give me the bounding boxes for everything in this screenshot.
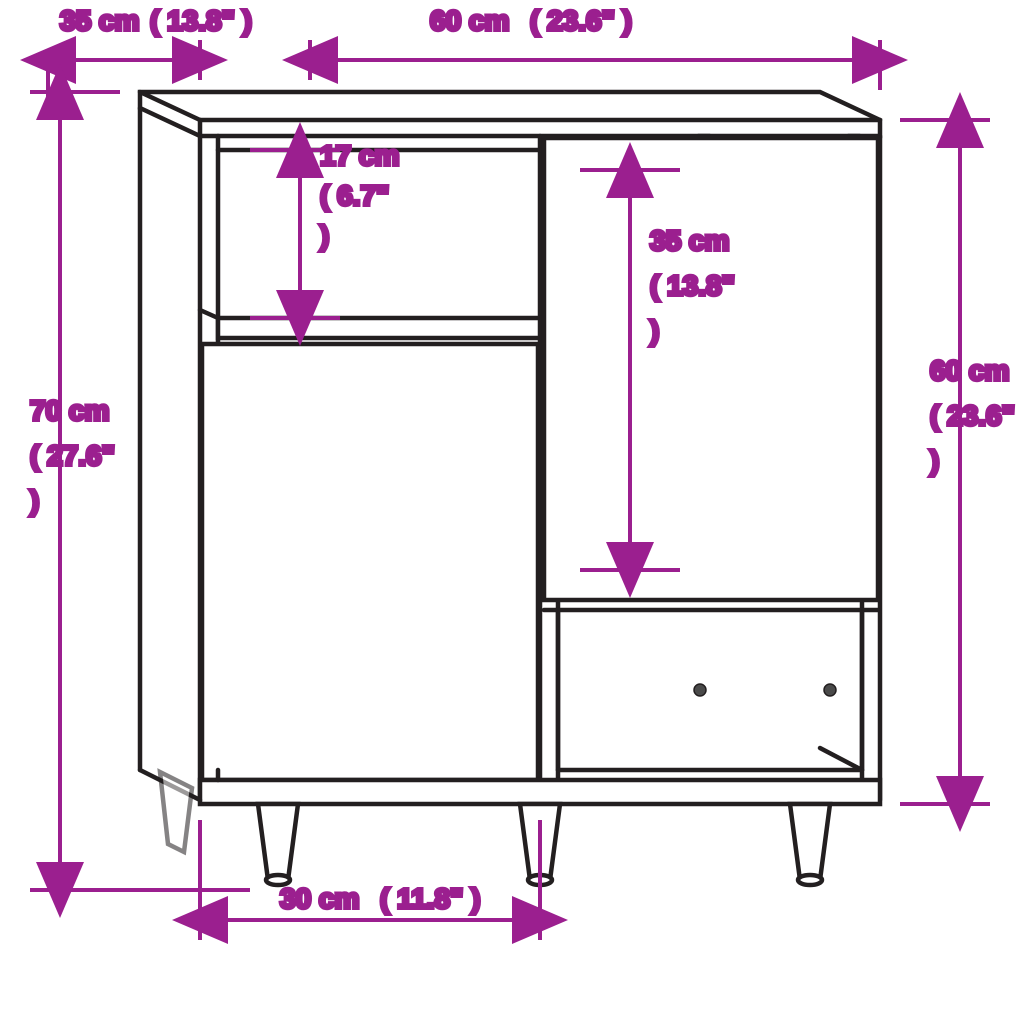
svg-text:): ) <box>930 445 939 476</box>
dim-depth-cm: 35 cm <box>60 5 139 36</box>
dim-shelf-in2: ) <box>320 220 329 251</box>
dim-halfw-in: ( 11.8" ) <box>380 883 480 914</box>
dim-halfw-cm: 30 cm <box>280 883 359 914</box>
leg-left <box>258 804 298 885</box>
svg-text:( 13.8": ( 13.8" <box>650 270 735 301</box>
dim-bodyh-cm: 60 cm <box>930 355 1009 386</box>
dim-totalh-cm: 70 cm <box>30 395 109 426</box>
svg-text:): ) <box>650 315 659 346</box>
dim-depth-in: ( 13.8" ) <box>150 5 252 36</box>
svg-text:( 27.6": ( 27.6" <box>30 440 115 471</box>
svg-text:( 23.6": ( 23.6" <box>930 400 1015 431</box>
dim-width-cm: 60 cm <box>430 5 509 36</box>
leg-back <box>160 772 192 852</box>
dim-door-cm: 35 cm <box>650 225 729 256</box>
leg-right <box>790 804 830 885</box>
dim-shelf-cm: 17 cm <box>320 140 399 171</box>
dim-shelf-in1: ( 6.7" <box>320 180 389 211</box>
furniture-drawing <box>140 92 880 885</box>
dim-width-in: ( 23.6" ) <box>530 5 632 36</box>
svg-text:): ) <box>30 485 39 516</box>
